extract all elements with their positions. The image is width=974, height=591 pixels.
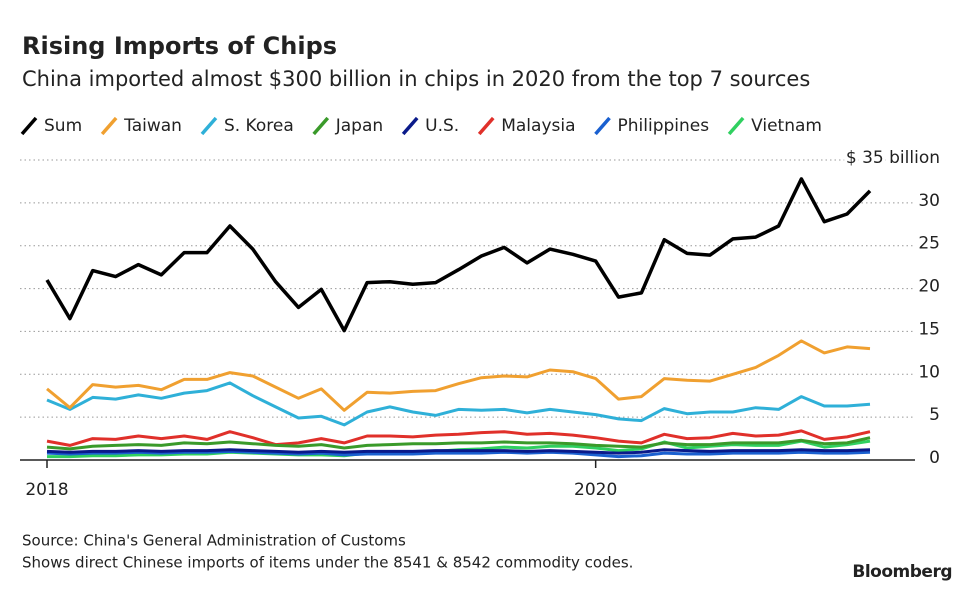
legend-swatch <box>312 116 330 136</box>
series-line <box>46 449 871 459</box>
legend-label: Vietnam <box>751 116 822 136</box>
legend-swatch <box>200 116 218 136</box>
chart-subtitle: China imported almost $300 billion in ch… <box>22 67 810 91</box>
y-tick-label: 10 <box>918 362 940 382</box>
legend-swatch <box>401 116 419 136</box>
series-line <box>45 177 872 333</box>
series-line <box>46 436 871 451</box>
y-tick-label: 30 <box>918 191 940 211</box>
legend-swatch <box>477 116 495 136</box>
chart-title: Rising Imports of Chips <box>22 32 337 60</box>
series-line <box>46 448 871 455</box>
series-line <box>46 381 871 427</box>
y-tick-label: $ 35 billion <box>846 148 940 168</box>
series-line <box>46 429 871 447</box>
series-line <box>46 339 871 412</box>
legend-label: Philippines <box>618 116 710 136</box>
y-tick-label: 20 <box>918 277 940 297</box>
legend-label: Malaysia <box>501 116 575 136</box>
y-tick-label: 5 <box>929 405 940 425</box>
y-tick-label: 15 <box>918 319 940 339</box>
legend-swatch <box>727 116 745 136</box>
y-tick-label: 0 <box>929 448 940 468</box>
legend-label: Sum <box>44 116 82 136</box>
y-tick-label: 25 <box>918 234 940 254</box>
legend-swatch <box>20 116 38 136</box>
legend-label: Taiwan <box>123 116 182 136</box>
legend-label: S. Korea <box>224 116 294 136</box>
x-tick-label: 2020 <box>574 480 617 500</box>
note: Shows direct Chinese imports of items un… <box>22 554 633 572</box>
legend-swatch <box>594 116 611 136</box>
x-tick-label: 2018 <box>25 480 68 500</box>
source: Source: China's General Administration o… <box>22 532 406 550</box>
legend-label: Japan <box>335 116 383 136</box>
brand: Bloomberg <box>852 562 952 582</box>
legend-swatch <box>100 116 118 136</box>
legend-label: U.S. <box>425 116 459 136</box>
